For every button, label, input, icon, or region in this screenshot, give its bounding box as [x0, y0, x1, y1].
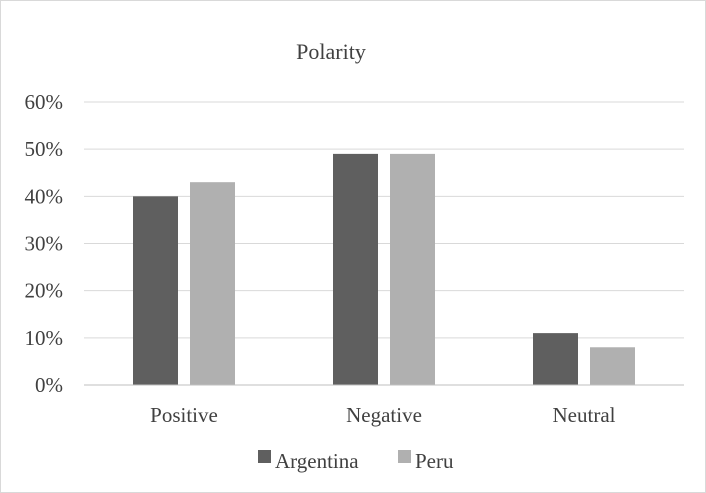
- y-tick-label: 40%: [25, 184, 64, 208]
- bars: [133, 153, 635, 385]
- y-tick-label: 30%: [25, 232, 64, 256]
- y-tick-label: 20%: [25, 279, 64, 303]
- legend-swatch-argentina: [258, 450, 271, 463]
- x-category-label: Negative: [346, 403, 422, 427]
- legend-swatch-peru: [398, 450, 411, 463]
- y-tick-label: 60%: [25, 90, 64, 114]
- legend: Argentina Peru: [258, 449, 454, 473]
- bar-argentina-positive: [133, 196, 178, 385]
- legend-label-peru: Peru: [415, 449, 454, 473]
- bar-peru-negative: [390, 153, 435, 385]
- bar-peru-neutral: [590, 347, 635, 385]
- bar-argentina-neutral: [533, 333, 578, 385]
- y-tick-label: 0%: [35, 373, 63, 397]
- chart-title: Polarity: [296, 39, 366, 64]
- bar-argentina-negative: [333, 153, 378, 385]
- x-category-label: Positive: [150, 403, 218, 427]
- bar-peru-positive: [190, 182, 235, 385]
- x-category-label: Neutral: [553, 403, 616, 427]
- x-axis-categories: Positive Negative Neutral: [150, 403, 615, 427]
- y-tick-label: 50%: [25, 137, 64, 161]
- y-axis-ticks: 0% 10% 20% 30% 40% 50% 60%: [25, 90, 64, 397]
- y-tick-label: 10%: [25, 326, 64, 350]
- legend-label-argentina: Argentina: [275, 449, 359, 473]
- gridlines: [84, 101, 684, 339]
